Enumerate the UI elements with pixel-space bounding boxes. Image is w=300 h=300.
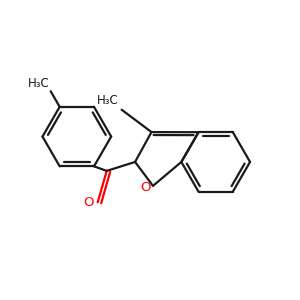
Text: O: O (140, 181, 151, 194)
Text: O: O (83, 196, 93, 209)
Text: H₃C: H₃C (97, 94, 118, 107)
Text: H₃C: H₃C (28, 77, 49, 90)
